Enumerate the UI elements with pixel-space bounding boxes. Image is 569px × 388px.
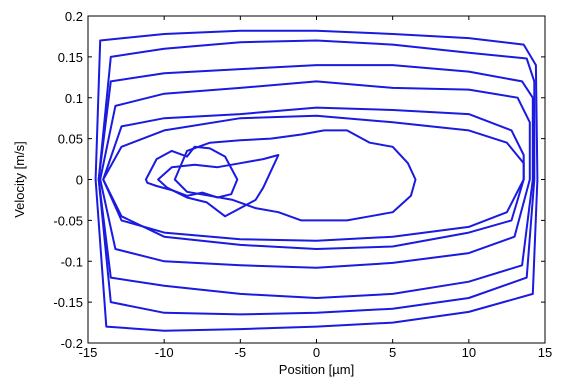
- axes-layer: -15 -10 -5 0 5 10 15 -0.2 -0.15 -0.1 -0.05 0 0.05 0.1…: [53, 9, 552, 360]
- x-axis-label: Position [µm]: [279, 362, 354, 377]
- series-line-8: [157, 154, 280, 218]
- y-tick-label: 0.15: [58, 50, 83, 65]
- y-tick-label: 0.2: [65, 9, 83, 24]
- series-line-3: [97, 64, 534, 299]
- series-line-6: [144, 145, 239, 199]
- y-tick-label: -0.1: [61, 254, 83, 269]
- x-tick-label: 10: [462, 345, 476, 360]
- series-line-1: [94, 29, 539, 332]
- y-tick-label: -0.2: [61, 336, 83, 351]
- y-tick-label: 0.1: [65, 91, 83, 106]
- series-line-2: [97, 39, 536, 316]
- series-line-4: [99, 80, 531, 269]
- y-axis-label: Velocity [m/s]: [12, 141, 27, 218]
- series-line-9: [102, 114, 525, 250]
- x-tick-label: 0: [313, 345, 320, 360]
- y-tick-label: -0.15: [53, 295, 83, 310]
- x-tick-label: -15: [79, 345, 98, 360]
- series-line-7: [173, 129, 417, 222]
- y-tick-label: 0: [76, 173, 83, 188]
- y-tick-label: 0.05: [58, 132, 83, 147]
- x-tick-label: -5: [235, 345, 247, 360]
- series-layer: [94, 29, 539, 332]
- y-tick-label: -0.05: [53, 213, 83, 228]
- x-tick-label: 15: [538, 345, 552, 360]
- x-tick-label: 5: [389, 345, 396, 360]
- x-tick-label: -10: [155, 345, 174, 360]
